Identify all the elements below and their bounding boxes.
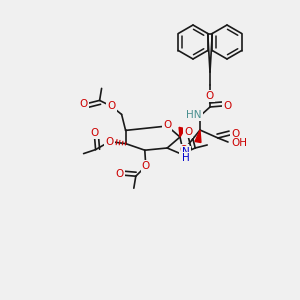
Text: O: O — [223, 101, 231, 111]
Text: N: N — [182, 147, 190, 157]
Text: O: O — [116, 169, 124, 179]
Text: O: O — [180, 145, 188, 155]
Text: O: O — [107, 101, 116, 111]
Polygon shape — [179, 127, 185, 137]
Text: H: H — [182, 153, 190, 163]
Text: O: O — [206, 91, 214, 101]
Text: OH: OH — [231, 138, 247, 148]
Text: O: O — [163, 120, 171, 130]
Text: O: O — [142, 161, 150, 171]
Text: O: O — [231, 129, 239, 139]
Polygon shape — [195, 130, 201, 142]
Text: O: O — [184, 127, 192, 137]
Text: O: O — [80, 99, 88, 110]
Text: O: O — [91, 128, 99, 138]
Text: O: O — [106, 136, 114, 147]
Text: HN: HN — [186, 110, 202, 120]
